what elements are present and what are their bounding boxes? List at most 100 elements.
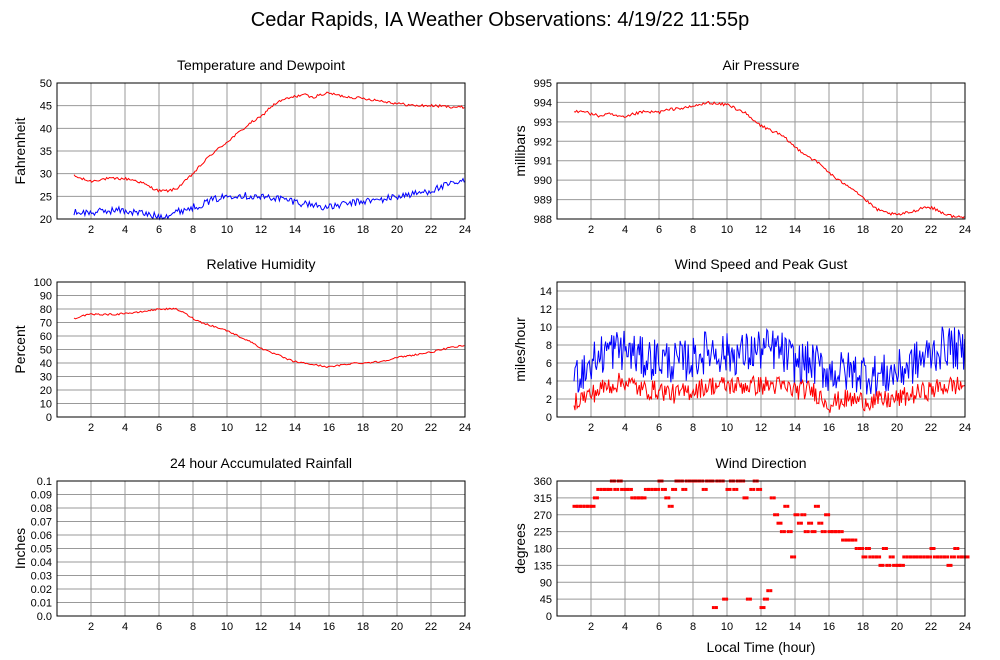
data-point: [895, 563, 899, 567]
y-tick-label: 0.09: [31, 490, 52, 502]
data-point: [650, 487, 654, 491]
data-point: [960, 555, 964, 559]
y-tick-label: 35: [40, 146, 52, 158]
x-tick-label: 4: [122, 224, 128, 236]
data-point: [840, 530, 844, 534]
plot-frame: [556, 82, 966, 220]
x-tick-label: 24: [959, 422, 971, 434]
data-point: [929, 555, 933, 559]
y-tick-label: 315: [534, 493, 552, 505]
data-point: [793, 513, 797, 517]
x-tick-label: 8: [190, 224, 196, 236]
x-tick-label: 22: [425, 224, 437, 236]
data-point: [640, 496, 644, 500]
data-point: [664, 496, 668, 500]
data-point: [589, 504, 593, 508]
data-point: [827, 513, 831, 517]
y-tick-label: 995: [534, 78, 552, 90]
data-point: [783, 504, 787, 508]
x-tick-label: 20: [391, 621, 403, 633]
data-point: [915, 555, 919, 559]
x-tick-label: 18: [357, 224, 369, 236]
y-tick-label: 60: [40, 331, 52, 343]
plot-frame: [56, 281, 466, 418]
data-point: [813, 504, 817, 508]
data-point: [922, 555, 926, 559]
chart-title: Wind Speed and Peak Gust: [675, 256, 848, 272]
data-point: [714, 606, 718, 610]
data-point: [613, 487, 617, 491]
data-point: [626, 487, 630, 491]
data-point: [949, 555, 953, 559]
x-tick-label: 6: [156, 621, 162, 633]
data-point: [643, 487, 647, 491]
y-tick-label: 0.1: [37, 476, 52, 488]
data-point: [728, 487, 732, 491]
data-point: [912, 555, 916, 559]
data-point: [762, 606, 766, 610]
x-tick-label: 22: [425, 422, 437, 434]
figure-title: Cedar Rapids, IA Weather Observations: 4…: [251, 9, 749, 31]
y-tick-label: 45: [540, 594, 552, 606]
x-tick-label: 12: [755, 621, 767, 633]
y-tick-label: 40: [40, 358, 52, 370]
data-point: [759, 606, 763, 610]
x-tick-label: 16: [323, 621, 335, 633]
y-axis-label: millibars: [512, 125, 528, 176]
data-point: [867, 547, 871, 550]
x-tick-label: 14: [789, 224, 801, 236]
data-point: [881, 563, 885, 567]
data-point: [759, 487, 763, 491]
data-point: [830, 530, 834, 534]
data-point: [660, 487, 664, 491]
x-tick-label: 22: [925, 621, 937, 633]
y-tick-label: 100: [34, 277, 52, 289]
data-point: [752, 487, 756, 491]
y-tick-label: 10: [540, 322, 552, 334]
plot-frame: [56, 82, 466, 220]
data-point: [946, 563, 950, 567]
y-tick-label: 0: [546, 412, 552, 424]
chart-title: 24 hour Accumulated Rainfall: [170, 455, 352, 471]
data-point: [851, 538, 855, 542]
data-point: [875, 555, 879, 559]
x-tick-label: 4: [122, 621, 128, 633]
data-point: [790, 555, 794, 559]
data-point: [820, 521, 824, 525]
data-point: [854, 538, 858, 542]
data-point: [599, 487, 603, 491]
data-point: [799, 521, 803, 525]
plot-frame: [56, 480, 466, 617]
data-point: [847, 538, 851, 542]
series-line: [573, 372, 965, 413]
data-point: [575, 504, 579, 508]
data-point: [841, 538, 845, 542]
data-point: [773, 513, 777, 517]
x-tick-label: 6: [656, 422, 662, 434]
y-tick-label: 12: [540, 304, 552, 316]
x-tick-label: 20: [891, 621, 903, 633]
x-tick-label: 12: [755, 422, 767, 434]
data-point: [949, 563, 953, 567]
y-tick-label: 30: [40, 372, 52, 384]
data-point: [861, 547, 865, 550]
y-tick-label: 20: [40, 385, 52, 397]
x-tick-label: 12: [255, 422, 267, 434]
data-point: [881, 547, 885, 550]
data-point: [803, 530, 807, 534]
x-tick-label: 10: [721, 224, 733, 236]
y-tick-label: 135: [534, 560, 552, 572]
data-point: [782, 530, 786, 534]
data-point: [823, 530, 827, 534]
y-tick-label: 988: [534, 214, 552, 226]
y-tick-label: 80: [40, 304, 52, 316]
x-tick-label: 2: [588, 224, 594, 236]
data-point: [898, 563, 902, 567]
plot-frame: [556, 480, 966, 617]
data-point: [749, 487, 753, 491]
y-tick-label: 20: [40, 214, 52, 226]
x-tick-label: 4: [622, 224, 628, 236]
data-point: [674, 487, 678, 491]
